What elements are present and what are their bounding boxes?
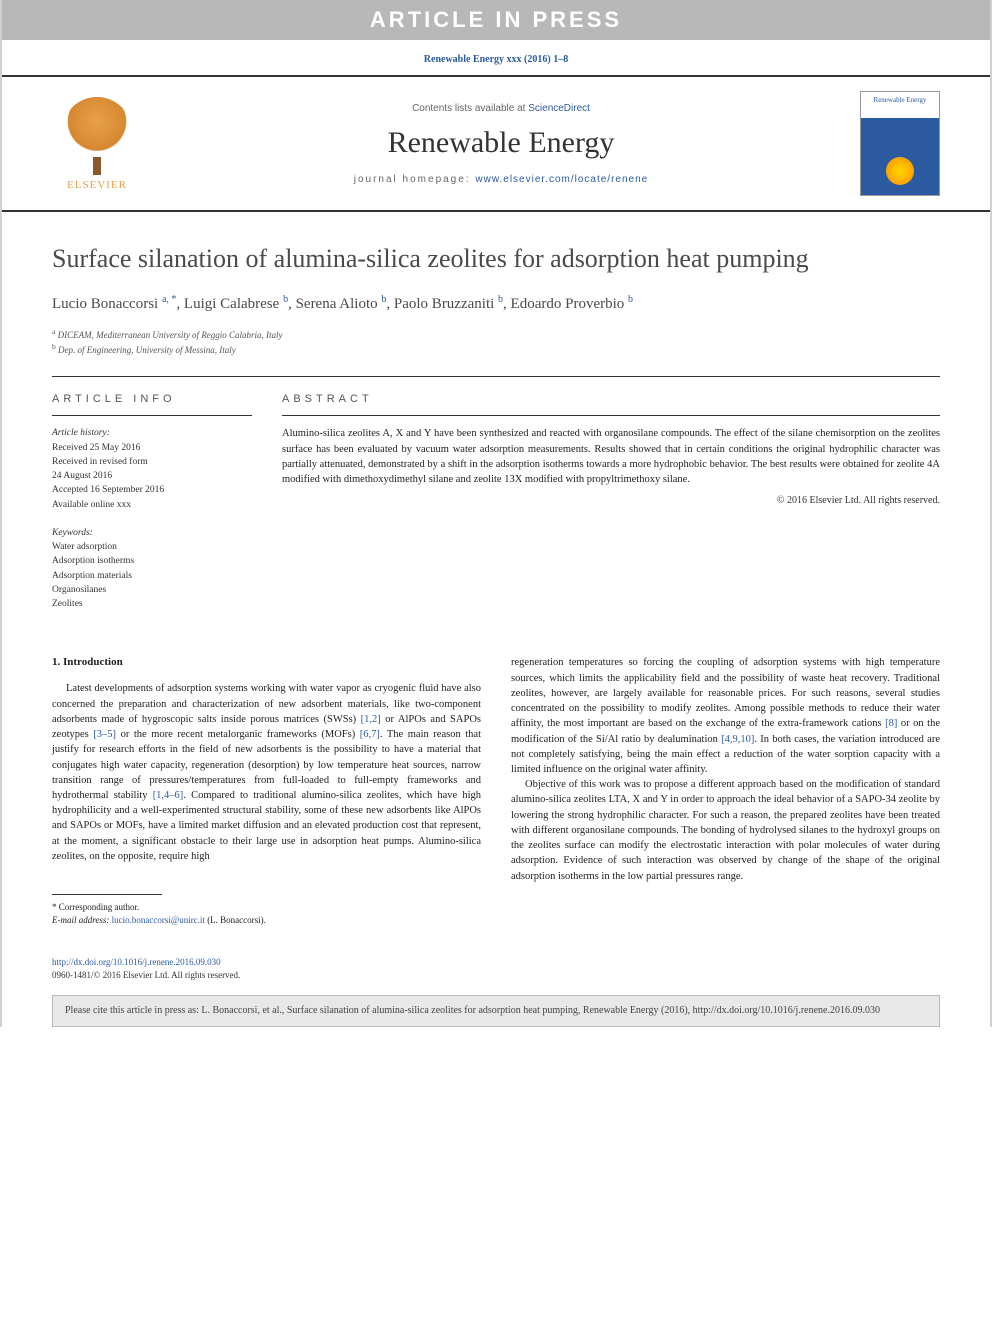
keyword-item: Zeolites: [52, 597, 252, 611]
info-abstract-row: ARTICLE INFO Article history: Received 2…: [52, 376, 940, 625]
email-suffix: (L. Bonaccorsi).: [205, 915, 266, 925]
abstract-column: ABSTRACT Alumino-silica zeolites A, X an…: [282, 393, 940, 625]
journal-header-banner: ELSEVIER Contents lists available at Sci…: [2, 75, 990, 212]
body-paragraph: Latest developments of adsorption system…: [52, 681, 481, 864]
keywords-block: Keywords: Water adsorptionAdsorption iso…: [52, 526, 252, 612]
elsevier-label: ELSEVIER: [67, 179, 127, 191]
contents-prefix: Contents lists available at: [412, 103, 528, 114]
citation-link[interactable]: [4,9,10]: [721, 734, 754, 745]
corresponding-author-footnote: * Corresponding author. E-mail address: …: [52, 901, 481, 926]
sciencedirect-link[interactable]: ScienceDirect: [528, 103, 590, 114]
citation-link[interactable]: [3–5]: [93, 729, 116, 740]
abstract-heading: ABSTRACT: [282, 393, 940, 416]
affiliation-line: a DICEAM, Mediterranean University of Re…: [52, 327, 940, 342]
article-in-press-banner: ARTICLE IN PRESS: [2, 0, 990, 40]
article-info-column: ARTICLE INFO Article history: Received 2…: [52, 393, 252, 625]
body-paragraph: regeneration temperatures so forcing the…: [511, 655, 940, 777]
keywords-label: Keywords:: [52, 526, 252, 540]
main-content: Surface silanation of alumina-silica zeo…: [2, 212, 990, 946]
citation-link[interactable]: [1,4–6]: [153, 790, 184, 801]
footnote-separator: [52, 894, 162, 895]
history-label: Article history:: [52, 426, 252, 440]
body-column-left: 1. Introduction Latest developments of a…: [52, 655, 481, 926]
author-email-link[interactable]: lucio.bonaccorsi@unirc.it: [112, 915, 205, 925]
cover-thumb-title: Renewable Energy: [861, 92, 939, 104]
doi-link[interactable]: http://dx.doi.org/10.1016/j.renene.2016.…: [52, 957, 221, 967]
body-column-right: regeneration temperatures so forcing the…: [511, 655, 940, 926]
homepage-prefix: journal homepage:: [354, 174, 476, 185]
citation-link[interactable]: [6,7]: [360, 729, 380, 740]
history-line: Received in revised form: [52, 455, 252, 469]
body-two-columns: 1. Introduction Latest developments of a…: [52, 655, 940, 926]
journal-name: Renewable Energy: [162, 126, 840, 160]
issn-copyright-line: 0960-1481/© 2016 Elsevier Ltd. All right…: [52, 970, 240, 980]
body-text: or the more recent metalorganic framewor…: [116, 729, 360, 740]
body-paragraph: Objective of this work was to propose a …: [511, 777, 940, 884]
keyword-item: Water adsorption: [52, 540, 252, 554]
journal-reference-line: Renewable Energy xxx (2016) 1–8: [2, 40, 990, 75]
article-info-heading: ARTICLE INFO: [52, 393, 252, 416]
author-list: Lucio Bonaccorsi a, *, Luigi Calabrese b…: [52, 292, 940, 316]
keyword-item: Organosilanes: [52, 583, 252, 597]
body-text: regeneration temperatures so forcing the…: [511, 657, 940, 729]
article-title: Surface silanation of alumina-silica zeo…: [52, 242, 940, 276]
corresponding-label: * Corresponding author.: [52, 901, 481, 914]
elsevier-tree-icon: [62, 97, 132, 167]
affiliation-line: b Dep. of Engineering, University of Mes…: [52, 342, 940, 357]
history-line: 24 August 2016: [52, 469, 252, 483]
email-label: E-mail address:: [52, 915, 112, 925]
homepage-link[interactable]: www.elsevier.com/locate/renene: [475, 174, 648, 185]
abstract-text: Alumino-silica zeolites A, X and Y have …: [282, 426, 940, 487]
affiliations: a DICEAM, Mediterranean University of Re…: [52, 327, 940, 356]
abstract-copyright: © 2016 Elsevier Ltd. All rights reserved…: [282, 495, 940, 506]
journal-cover-thumbnail: Renewable Energy: [860, 91, 940, 196]
keyword-item: Adsorption isotherms: [52, 554, 252, 568]
page-wrapper: ARTICLE IN PRESS Renewable Energy xxx (2…: [0, 0, 992, 1027]
doi-block: http://dx.doi.org/10.1016/j.renene.2016.…: [2, 946, 990, 995]
history-line: Received 25 May 2016: [52, 441, 252, 455]
homepage-line: journal homepage: www.elsevier.com/locat…: [162, 174, 840, 185]
banner-center: Contents lists available at ScienceDirec…: [162, 103, 840, 185]
please-cite-box: Please cite this article in press as: L.…: [52, 995, 940, 1027]
contents-available-line: Contents lists available at ScienceDirec…: [162, 103, 840, 114]
citation-link[interactable]: [8]: [885, 718, 897, 729]
section-heading-intro: 1. Introduction: [52, 655, 481, 671]
citation-link[interactable]: [1,2]: [361, 714, 381, 725]
history-line: Available online xxx: [52, 498, 252, 512]
article-history-block: Article history: Received 25 May 2016Rec…: [52, 426, 252, 512]
elsevier-logo: ELSEVIER: [52, 94, 142, 194]
keyword-item: Adsorption materials: [52, 569, 252, 583]
history-line: Accepted 16 September 2016: [52, 483, 252, 497]
